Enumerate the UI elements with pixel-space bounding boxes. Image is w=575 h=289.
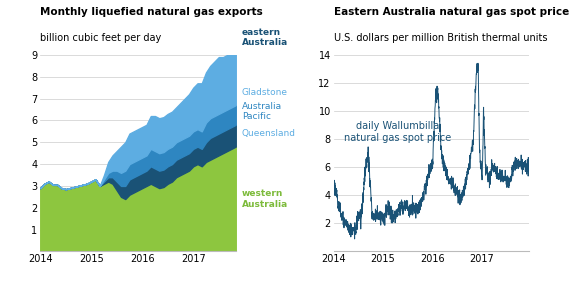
Text: daily Wallumbilla
natural gas spot price: daily Wallumbilla natural gas spot price <box>344 121 451 143</box>
Text: Australia
Pacific: Australia Pacific <box>242 102 282 121</box>
Text: Gladstone: Gladstone <box>242 88 288 97</box>
Text: billion cubic feet per day: billion cubic feet per day <box>40 33 162 43</box>
Text: Queensland: Queensland <box>242 129 296 138</box>
Text: Monthly liquefied natural gas exports: Monthly liquefied natural gas exports <box>40 7 263 17</box>
Text: eastern
Australia: eastern Australia <box>242 28 288 47</box>
Text: western
Australia: western Australia <box>242 189 288 209</box>
Text: U.S. dollars per million British thermal units: U.S. dollars per million British thermal… <box>334 33 547 43</box>
Text: Eastern Australia natural gas spot price: Eastern Australia natural gas spot price <box>334 7 569 17</box>
